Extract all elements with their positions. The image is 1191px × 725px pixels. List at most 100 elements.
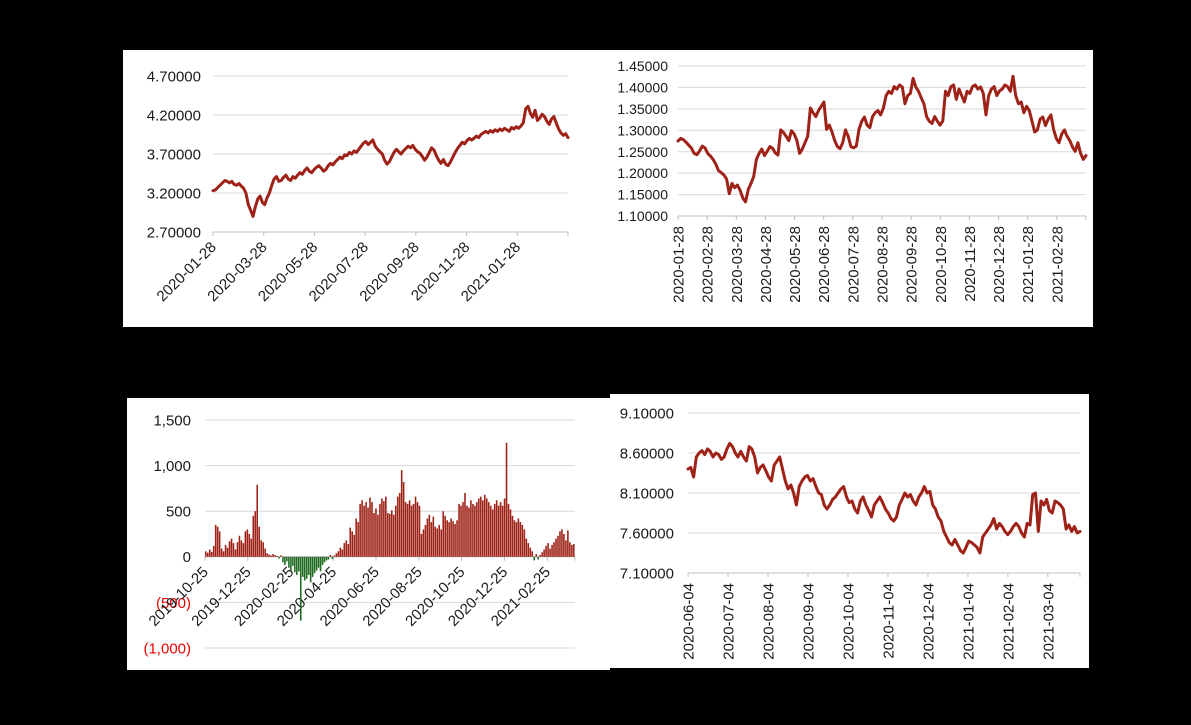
data-series-bar — [250, 538, 253, 557]
y-axis-tick-label: 1.35000 — [617, 101, 668, 117]
data-series-bar — [450, 518, 452, 557]
data-series-bar — [244, 531, 247, 557]
x-axis-tick-label: 2021-01-04 — [960, 583, 977, 660]
data-series-bar — [472, 503, 474, 557]
x-axis-tick-label: 2020-11-04 — [880, 583, 897, 659]
data-series-bar — [333, 555, 336, 557]
data-series-bar — [412, 503, 415, 557]
data-series-bar — [246, 529, 249, 557]
data-series-bar — [466, 505, 468, 557]
data-series-bar — [468, 507, 470, 557]
data-series-bar — [420, 534, 423, 557]
y-axis-tick-label: 0 — [183, 549, 191, 566]
y-axis-tick-label: 3.70000 — [147, 146, 201, 163]
data-series-bar — [509, 509, 512, 557]
data-series-bar — [569, 542, 571, 557]
data-series-bar — [365, 502, 367, 557]
data-series-bar — [571, 544, 573, 557]
x-axis-tick-label: 2020-10-28 — [933, 226, 950, 303]
data-series-bar — [307, 556, 310, 575]
data-series-bar — [523, 529, 526, 557]
data-series-line — [676, 74, 1088, 204]
y-axis-tick-label: 500 — [166, 504, 191, 521]
data-series-bar — [208, 549, 211, 557]
data-series-bar — [319, 556, 322, 572]
data-series-bar — [260, 540, 262, 557]
data-series-bar — [357, 522, 359, 557]
data-series-bar — [309, 556, 312, 583]
data-series-bar — [299, 556, 302, 621]
data-series-bar — [329, 555, 332, 557]
data-series-bar — [220, 548, 223, 557]
data-series-bar — [294, 556, 296, 573]
data-series-bar — [406, 503, 409, 557]
data-series-bar — [505, 442, 508, 557]
data-series-bar — [343, 543, 346, 557]
data-series-bar — [553, 542, 555, 557]
line-chart-bottom-right: 7.10000 7.60000 8.10000 8.60000 9.10000 2020-… — [620, 405, 1082, 660]
data-series-bar — [416, 502, 419, 557]
data-series-bar — [390, 510, 393, 557]
data-series-bar — [232, 543, 235, 557]
data-series-bar — [491, 509, 494, 557]
y-axis-tick-label: 4.20000 — [147, 107, 201, 124]
data-series-bar — [379, 503, 381, 557]
data-series-bar — [511, 515, 514, 557]
data-series-bar — [482, 500, 484, 557]
data-series-bar — [206, 552, 209, 557]
y-axis-tick-label: (1,000) — [143, 640, 191, 657]
data-series-bar — [230, 538, 233, 557]
y-axis-tick-label: 3.20000 — [147, 185, 201, 202]
data-series-bar — [485, 498, 488, 557]
data-series-bar — [389, 513, 391, 557]
data-series-bar — [242, 543, 245, 557]
data-series-bar — [478, 498, 480, 557]
data-series-bar — [369, 497, 371, 557]
x-axis-tick-label: 2020-10-04 — [840, 583, 857, 660]
data-series-bar — [531, 551, 534, 557]
data-series-bar — [442, 511, 445, 557]
chart-panel-bottom-left: (1,000) (500) 0 500 1,000 1,500 2019-10-25 2019… — [127, 398, 610, 670]
data-series-bar — [303, 556, 306, 581]
data-series-bar — [278, 556, 280, 559]
x-axis-tick-label: 2021-01-28 — [1020, 226, 1037, 303]
chart-panel-top-left: 2.70000 3.20000 3.70000 4.20000 4.70000 2020-… — [123, 50, 603, 327]
line-chart-top-left: 2.700003.200003.700004.200004.700002020-… — [147, 68, 570, 305]
data-series-bar — [434, 526, 437, 557]
data-series-bar — [470, 500, 472, 557]
data-series-bar — [383, 501, 385, 557]
data-series-bar — [396, 496, 399, 557]
data-series-bar — [280, 555, 282, 557]
x-axis-tick-label: 2021-03-04 — [1040, 583, 1057, 660]
y-axis-tick-label: 2.70000 — [147, 224, 201, 241]
data-series-bar — [430, 522, 433, 557]
data-series-bar — [288, 556, 290, 568]
data-series-bar — [394, 505, 397, 557]
bar-chart-bottom-left: (1,000)(500)05001,0001,5002019-10-252019… — [143, 412, 576, 657]
data-series-bar — [563, 534, 565, 557]
data-series-bar — [371, 502, 373, 557]
x-axis-tick-label: 2020-08-28 — [875, 226, 892, 303]
data-series-bar — [331, 556, 334, 560]
data-series-bar — [515, 522, 518, 557]
data-series-bar — [284, 556, 286, 565]
x-axis-tick-label: 2020-03-28 — [729, 226, 746, 303]
data-series-bar — [290, 556, 292, 571]
data-series-bar — [521, 524, 524, 557]
data-series-bar — [270, 555, 272, 557]
data-series-bar — [408, 500, 411, 557]
data-series-bar — [573, 544, 575, 557]
data-series-bar — [462, 502, 464, 557]
data-series-bar — [252, 515, 255, 557]
data-series-bar — [458, 503, 460, 557]
data-series-bar — [276, 555, 278, 557]
data-series-bar — [489, 505, 492, 557]
data-series-bar — [567, 530, 569, 557]
data-series-bar — [305, 556, 308, 579]
x-axis-tick-label: 2020-01-28 — [671, 226, 688, 303]
x-axis-tick-label: 2020-11-28 — [962, 226, 979, 302]
data-series-bar — [501, 505, 504, 557]
data-series-bar — [327, 556, 330, 560]
x-axis-tick-label: 2020-07-28 — [845, 226, 862, 303]
